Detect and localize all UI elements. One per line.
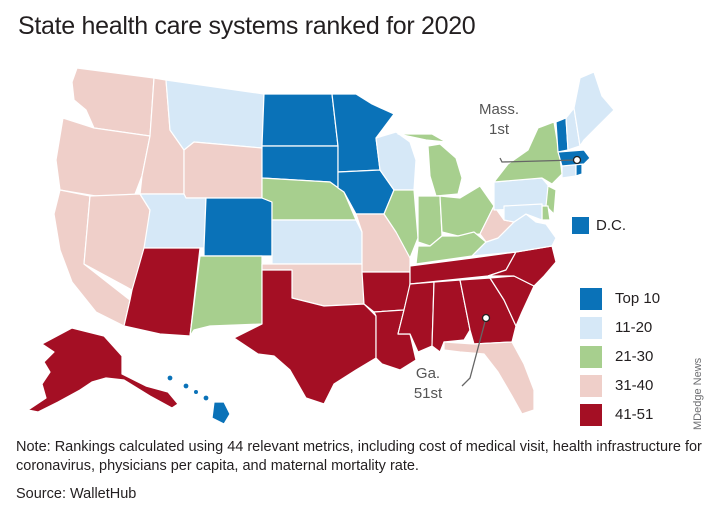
states: [27, 67, 615, 425]
source-line: Source: WalletHub: [16, 485, 136, 504]
mass-annotation: Mass. 1st: [474, 100, 524, 140]
credit-text: MDedge News: [692, 357, 704, 430]
state-IL: [383, 189, 419, 259]
mass-annotation-rank: 1st: [488, 121, 509, 138]
legend-item-41-51: 41-51: [580, 404, 690, 426]
mass-annotation-state: Mass.: [478, 101, 519, 118]
legend-label: 31-40: [615, 377, 654, 394]
state-NM: [189, 255, 263, 337]
footnote: Note: Rankings calculated using 44 relev…: [16, 438, 706, 476]
note-lead: Note:: [16, 439, 51, 455]
state-AR: [361, 271, 411, 313]
legend-swatch: [580, 288, 602, 310]
state-AK: [27, 327, 179, 413]
state-HI: [166, 374, 231, 425]
source-text: WalletHub: [65, 486, 137, 502]
state-DE: [541, 205, 551, 221]
state-ME: [573, 71, 615, 147]
ga-callout-line: [461, 317, 487, 387]
legend-swatch: [580, 317, 602, 339]
state-OR: [55, 117, 151, 203]
callouts: [461, 155, 582, 387]
legend-item-21-30: 21-30: [580, 346, 690, 368]
state-AZ: [123, 247, 201, 337]
legend-label: 21-30: [615, 348, 654, 365]
mass-marker: [572, 155, 582, 165]
ga-annotation: Ga. 51st: [398, 364, 458, 404]
source-lead: Source:: [16, 486, 66, 502]
legend-swatch: [580, 404, 602, 426]
legend-item-31-40: 31-40: [580, 375, 690, 397]
dc-swatch: [572, 217, 589, 234]
state-MI: [397, 133, 463, 197]
state-TX: [233, 269, 377, 405]
legend-swatch: [580, 375, 602, 397]
state-FL: [443, 341, 535, 415]
state-CO: [203, 197, 273, 257]
chart-title: State health care systems ranked for 202…: [18, 12, 476, 40]
legend-item-11-20: 11-20: [580, 317, 690, 339]
ga-annotation-state: Ga.: [415, 365, 441, 382]
state-MD: [503, 203, 543, 223]
legend-swatch: [580, 346, 602, 368]
ga-marker: [481, 313, 491, 323]
mass-callout-line: [499, 157, 577, 163]
note-text: Rankings calculated using 44 relevant me…: [16, 439, 702, 474]
state-MT: [165, 79, 265, 151]
legend-item-top10: Top 10: [580, 288, 690, 310]
ga-annotation-rank: 51st: [413, 385, 443, 402]
state-KY: [415, 231, 487, 265]
state-KS: [271, 219, 363, 265]
state-UT: [139, 193, 207, 249]
state-ND: [261, 93, 339, 147]
legend-label: 41-51: [615, 406, 654, 423]
state-RI: [575, 163, 583, 177]
state-NC: [487, 245, 557, 287]
dc-label: D.C.: [596, 217, 626, 234]
legend-label: Top 10: [615, 290, 661, 307]
state-WY: [183, 141, 263, 199]
legend-label: 11-20: [615, 319, 653, 336]
